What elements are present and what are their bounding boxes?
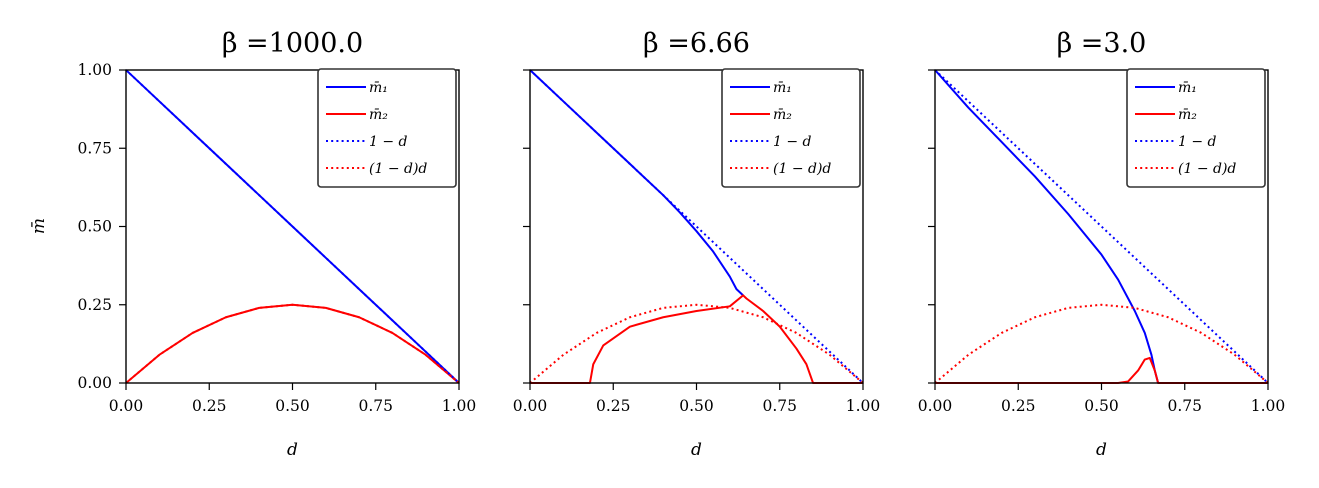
y-tick-label: 0.00 <box>77 374 112 392</box>
x-tick-label: 1.00 <box>846 397 881 415</box>
x-tick-label: 0.50 <box>679 397 714 415</box>
panel-title: β =1000.0 <box>222 28 363 59</box>
y-tick-label: 1.00 <box>77 61 112 79</box>
legend-entry-label: 1 − d <box>369 134 408 150</box>
x-tick-label: 1.00 <box>442 397 477 415</box>
x-tick-label: 0.75 <box>762 397 797 415</box>
legend: m̄₁ m̄₂ 1 − d (1 − d)d <box>317 68 457 188</box>
legend-entry-label: 1 − d <box>1178 134 1217 150</box>
x-tick-label: 1.00 <box>1251 397 1286 415</box>
legend-entry-label: (1 − d)d <box>369 161 427 177</box>
x-axis-label: d <box>287 440 298 460</box>
y-tick-label: 0.25 <box>77 296 112 314</box>
legend-entry-label: m̄₁ <box>369 80 388 96</box>
legend-entry-label: m̄₁ <box>1178 80 1197 96</box>
y-tick-label: 0.50 <box>77 218 112 236</box>
panel-1: β =1000.0 0.00 0.25 0.50 0.75 1.00 0.00 0.25 0.5… <box>77 28 476 460</box>
legend: m̄₁ m̄₂ 1 − d (1 − d)d <box>721 68 861 188</box>
series-line-4 <box>934 303 1269 384</box>
legend-entry-label: 1 − d <box>773 134 812 150</box>
y-tick-label: 0.75 <box>77 139 112 157</box>
series-line-4 <box>125 303 460 384</box>
legend-entry-label: (1 − d)d <box>773 161 831 177</box>
series-line-2 <box>935 356 1268 384</box>
legend-entry-label: (1 − d)d <box>1178 161 1236 177</box>
series-line-2 <box>530 294 863 384</box>
x-tick-label: 0.00 <box>918 397 953 415</box>
legend-entry-label: m̄₂ <box>773 107 792 123</box>
y-axis-label: m̄ <box>29 218 49 234</box>
x-tick-label: 0.25 <box>596 397 631 415</box>
x-tick-label: 0.50 <box>275 397 310 415</box>
panel-title: β =3.0 <box>1057 28 1147 59</box>
legend-box <box>1126 68 1266 188</box>
x-tick-label: 0.00 <box>513 397 548 415</box>
x-tick-label: 0.25 <box>1001 397 1036 415</box>
legend: m̄₁ m̄₂ 1 − d (1 − d)d <box>1126 68 1266 188</box>
panel-title: β =6.66 <box>643 28 750 59</box>
x-tick-label: 0.75 <box>358 397 393 415</box>
x-axis-label: d <box>1096 440 1107 460</box>
x-tick-label: 0.75 <box>1167 397 1202 415</box>
legend-box <box>317 68 457 188</box>
series-line-1 <box>529 69 744 297</box>
series-line-3 <box>529 69 864 384</box>
x-tick-label: 0.50 <box>1084 397 1119 415</box>
legend-entry-label: m̄₂ <box>369 107 388 123</box>
legend-entry-label: m̄₁ <box>773 80 792 96</box>
x-tick-label: 0.25 <box>192 397 227 415</box>
series-line-3 <box>934 69 1269 384</box>
series-line-4 <box>529 303 864 384</box>
x-axis-label: d <box>691 440 702 460</box>
x-tick-label: 0.00 <box>109 397 144 415</box>
legend-entry-label: m̄₂ <box>1178 107 1197 123</box>
legend-box <box>721 68 861 188</box>
panel-3: β =3.0 0.00 0.25 0.50 0.75 1.00 d m̄₁ m̄₂ 1 − d (1… <box>918 28 1286 460</box>
panel-2: β =6.66 0.00 0.25 0.50 0.75 1.00 d m̄₁ m̄₂ 1 − d (… <box>513 28 881 460</box>
series-line-3 <box>125 69 460 384</box>
